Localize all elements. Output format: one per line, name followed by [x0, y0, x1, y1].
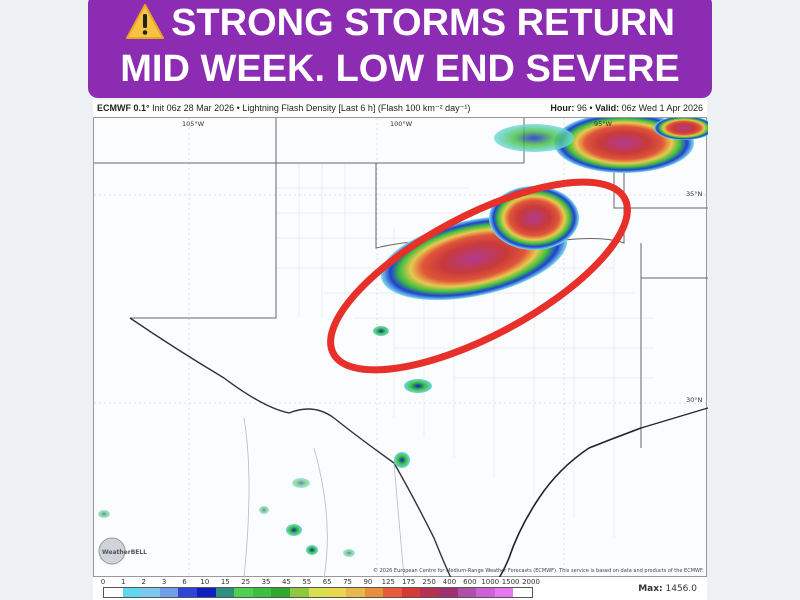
- color-legend: © 2026 European Centre for Medium-Range …: [93, 568, 707, 600]
- legend-swatch: [234, 588, 253, 597]
- legend-tick: 400: [442, 578, 457, 586]
- legend-tick: 1500: [501, 578, 520, 586]
- max-value: Max: 1456.0: [638, 584, 697, 594]
- legend-tick: 90: [363, 578, 373, 586]
- legend-color-bar: [103, 587, 533, 598]
- legend-tick: 65: [322, 578, 332, 586]
- legend-tick: 25: [241, 578, 251, 586]
- copyright-notice: © 2026 European Centre for Medium-Range …: [373, 568, 704, 574]
- map-canvas: 105°W 100°W 95°W 35°N 30°N WeatherBELL: [94, 113, 714, 579]
- mexico-borders: [243, 417, 405, 579]
- legend-tick: 15: [220, 578, 230, 586]
- lightning-storm-complex: [380, 113, 714, 301]
- legend-swatch: [494, 588, 514, 597]
- legend-swatch: [104, 588, 123, 597]
- legend-swatch: [141, 588, 160, 597]
- legend-swatch: [290, 588, 309, 597]
- legend-tick: 10: [200, 578, 210, 586]
- legend-tick: 3: [161, 578, 167, 586]
- lon-label-95w: 95°W: [594, 120, 613, 128]
- legend-tick: 55: [302, 578, 312, 586]
- valid-time: 06z Wed 1 Apr 2026: [621, 103, 703, 113]
- weatherbell-logo: WeatherBELL: [98, 537, 147, 565]
- legend-swatch: [420, 588, 439, 597]
- forecast-hour: 96: [576, 103, 587, 113]
- legend-tick: 35: [261, 578, 271, 586]
- legend-swatch: [122, 588, 142, 597]
- legend-swatch: [513, 588, 533, 597]
- legend-swatch: [178, 588, 198, 597]
- legend-tick: 1: [121, 578, 126, 586]
- legend-tick: 0: [100, 578, 106, 586]
- lightning-map: 105°W 100°W 95°W 35°N 30°N WeatherBELL: [93, 113, 714, 579]
- map-description: Init 06z 28 Mar 2026 • Lightning Flash D…: [152, 103, 471, 113]
- legend-tick: 2000: [522, 578, 540, 586]
- lat-label-35n: 35°N: [686, 190, 703, 198]
- legend-tick: 250: [422, 578, 436, 586]
- legend-swatch: [215, 588, 235, 597]
- lat-label-30n: 30°N: [686, 396, 703, 404]
- legend-tick: 2: [141, 578, 146, 586]
- legend-swatch: [457, 588, 477, 597]
- legend-tick: 600: [463, 578, 477, 586]
- model-name: ECMWF 0.1°: [97, 103, 150, 113]
- legend-tick: 75: [343, 578, 353, 586]
- legend-ticks: 0 1 2 3 6 10 15 25 35 45 55 65 75 90 125 175 250 400 600 10…: [99, 578, 540, 587]
- map-header: ECMWF 0.1° Init 06z 28 Mar 2026 • Lightn…: [93, 100, 707, 117]
- lon-label-105w: 105°W: [182, 120, 205, 128]
- legend-swatch: [327, 588, 346, 597]
- warning-icon: [126, 4, 165, 39]
- rio-grande: [129, 317, 452, 579]
- isolated-cells: [98, 326, 432, 557]
- legend-swatch: [197, 588, 216, 597]
- legend-swatch: [364, 588, 384, 597]
- legend-swatch: [159, 588, 179, 597]
- headline-banner: STRONG STORMS RETURN MID WEEK. LOW END S…: [88, 0, 712, 98]
- legend-tick: 6: [182, 578, 187, 586]
- svg-text:WeatherBELL: WeatherBELL: [102, 549, 147, 556]
- legend-tick: 175: [402, 578, 416, 586]
- gulf-coastline: [498, 427, 642, 579]
- legend-swatch: [252, 588, 272, 597]
- legend-swatch: [308, 588, 328, 597]
- legend-tick: 1000: [481, 578, 500, 586]
- lon-label-100w: 100°W: [390, 120, 413, 128]
- legend-swatch: [383, 588, 402, 597]
- legend-swatch: [476, 588, 495, 597]
- legend-swatch: [438, 588, 458, 597]
- legend-swatch: [401, 588, 421, 597]
- legend-tick: 125: [381, 578, 396, 586]
- legend-swatch: [271, 588, 291, 597]
- legend-tick: 45: [281, 578, 291, 586]
- headline-line-1: STRONG STORMS RETURN: [171, 2, 675, 44]
- hour-label: Hour:: [550, 103, 575, 113]
- highlight-circle-annotation: [327, 178, 631, 374]
- legend-swatch: [345, 588, 365, 597]
- valid-label: Valid:: [595, 103, 620, 113]
- headline-line-2: MID WEEK. LOW END SEVERE: [120, 48, 680, 90]
